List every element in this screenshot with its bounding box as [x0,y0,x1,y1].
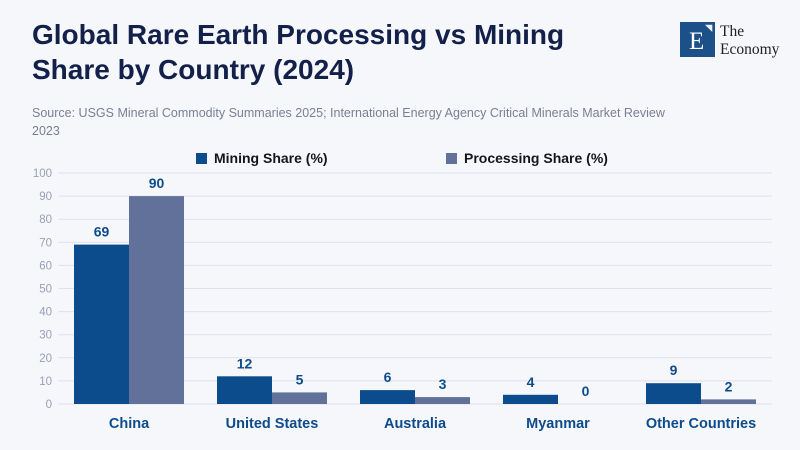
svg-text:90: 90 [39,191,52,203]
svg-text:50: 50 [39,284,52,296]
svg-text:Australia: Australia [384,416,447,432]
svg-text:4: 4 [527,374,535,390]
svg-text:Myanmar: Myanmar [526,416,590,432]
svg-text:90: 90 [149,175,165,191]
svg-text:12: 12 [237,355,253,371]
svg-text:0: 0 [582,383,590,399]
svg-text:3: 3 [439,376,447,392]
svg-text:70: 70 [39,237,52,249]
svg-text:80: 80 [39,214,52,226]
svg-text:6: 6 [384,369,392,385]
svg-text:100: 100 [33,168,52,180]
svg-text:60: 60 [39,260,52,272]
svg-text:0: 0 [46,399,52,411]
svg-text:Other Countries: Other Countries [646,416,756,432]
svg-text:69: 69 [94,224,110,240]
svg-text:5: 5 [296,371,304,387]
svg-text:40: 40 [39,307,52,319]
svg-text:China: China [109,416,150,432]
svg-text:2: 2 [725,378,733,394]
svg-text:United States: United States [226,416,319,432]
svg-text:20: 20 [39,353,52,365]
svg-text:30: 30 [39,330,52,342]
svg-text:10: 10 [39,376,52,388]
svg-text:9: 9 [670,362,678,378]
